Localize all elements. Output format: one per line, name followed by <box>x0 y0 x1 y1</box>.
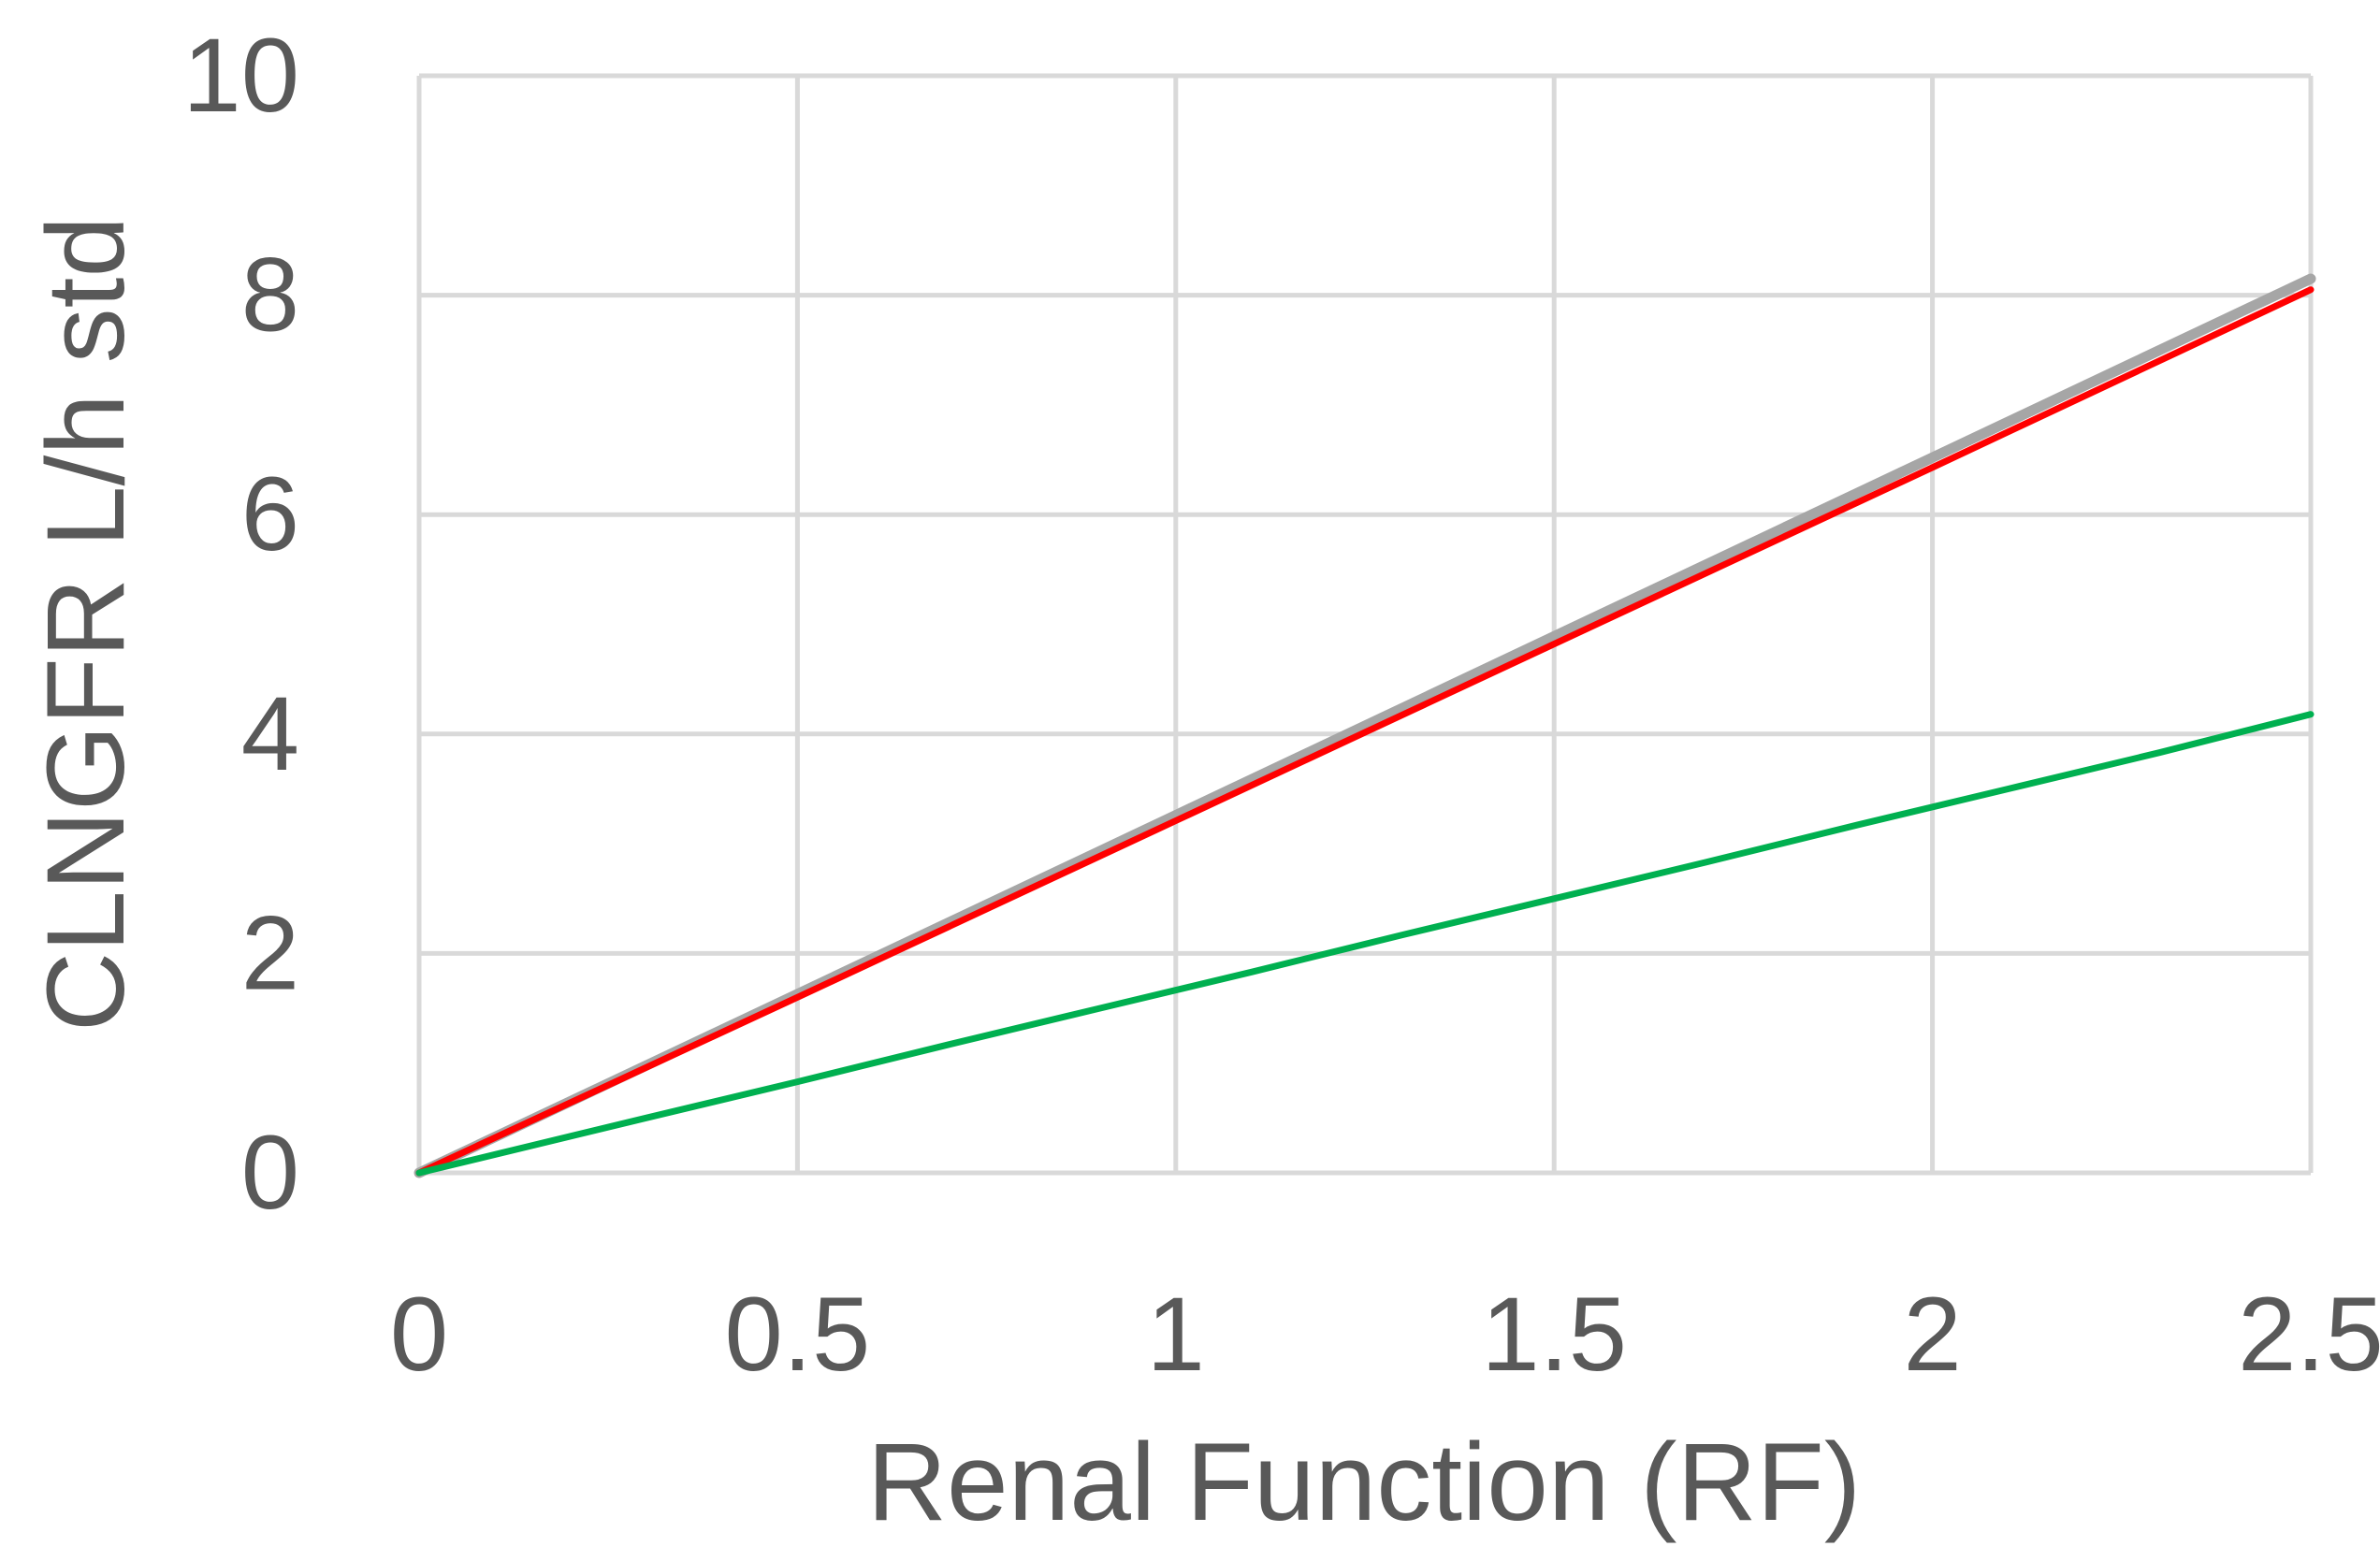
grid-layer <box>416 73 2314 1176</box>
x-tick-labels: 0 0.5 1 1.5 2 2.5 <box>390 1276 2380 1393</box>
y-tick-label-1: 2 <box>241 894 299 1011</box>
y-tick-label-5: 10 <box>182 17 299 134</box>
x-tick-label-5: 2.5 <box>2238 1276 2380 1393</box>
x-tick-label-0: 0 <box>390 1276 448 1393</box>
x-tick-label-4: 2 <box>1903 1276 1961 1393</box>
x-tick-label-1: 0.5 <box>725 1276 871 1393</box>
y-tick-label-0: 0 <box>241 1114 299 1231</box>
x-tick-label-3: 1.5 <box>1481 1276 1627 1393</box>
y-tick-labels: 0 2 4 6 8 10 <box>182 17 299 1231</box>
x-axis-title: Renal Function (RF) <box>867 1421 1861 1544</box>
y-tick-label-2: 4 <box>241 675 299 792</box>
series-line-1 <box>415 286 2315 1177</box>
y-tick-label-3: 6 <box>241 455 299 572</box>
y-tick-label-4: 8 <box>241 237 299 354</box>
y-axis-title: CLNGFR L/h std <box>24 216 148 1032</box>
x-tick-label-2: 1 <box>1147 1276 1205 1393</box>
series-layer <box>414 273 2316 1178</box>
series-line-2 <box>415 711 2315 1177</box>
